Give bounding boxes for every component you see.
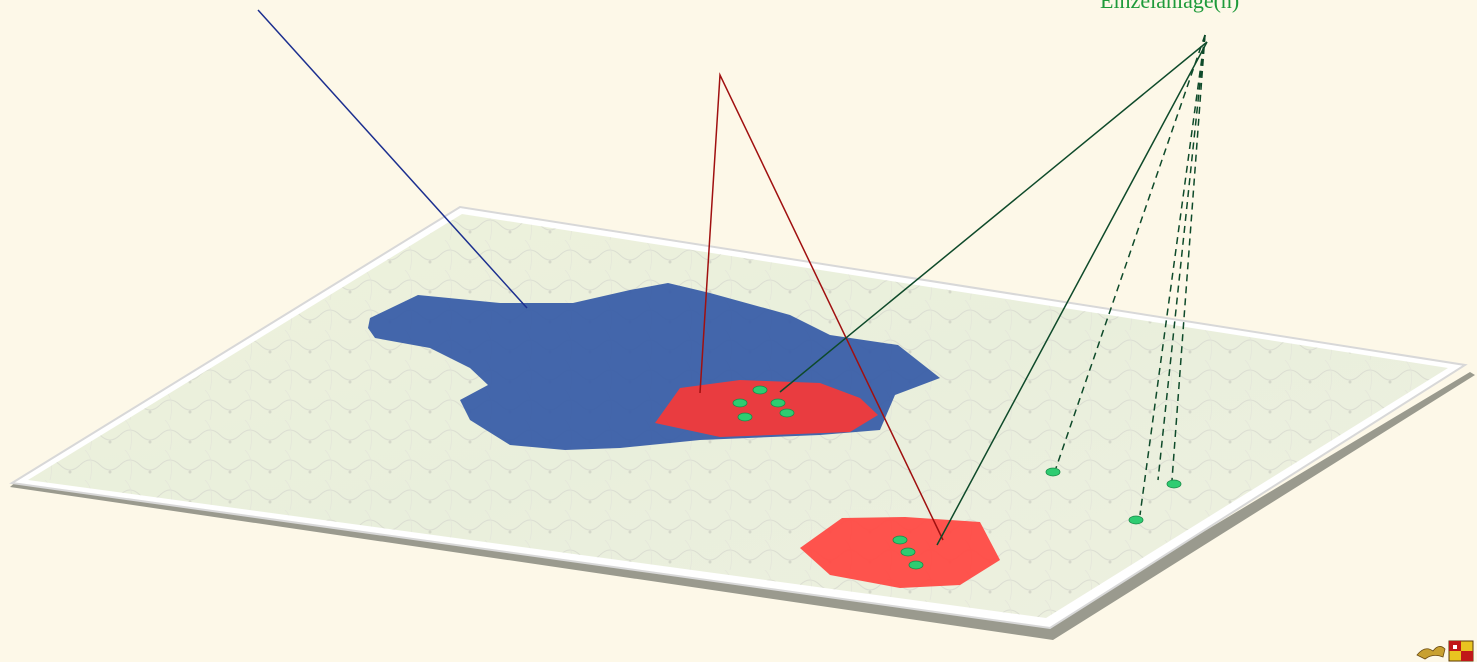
turbine-marker [770,398,786,408]
turbine-marker [737,412,753,422]
turbine-group-south [892,535,924,570]
dashed-pointer-lines [1055,34,1206,516]
red-area-south [800,517,1000,588]
dashed-pointer-line [1139,34,1206,516]
einzelanlage-label: Einzelanlage(n) [1100,0,1240,13]
blue-pointer-line [257,9,528,309]
turbine-marker [732,398,748,408]
turbine-marker [1128,515,1144,525]
red-pointer-line [699,72,944,541]
turbine-marker [908,560,924,570]
green-pointer-line [936,41,1208,546]
dashed-pointer-line [1157,34,1206,481]
turbine-marker [779,408,795,418]
turbine-marker [892,535,908,545]
dashed-pointer-line [1055,34,1206,469]
turbine-marker [752,385,768,395]
red-area-north [655,380,878,437]
dashed-pointer-line [1171,34,1206,481]
turbine-group-north [732,385,795,422]
coat-of-arms-logo [1416,640,1474,662]
turbine-marker [1166,479,1182,489]
map-shadow [10,372,1475,640]
single-turbines [1045,467,1182,525]
turbine-marker [1045,467,1061,477]
turbine-marker [900,547,916,557]
green-pointer-line [779,41,1208,393]
